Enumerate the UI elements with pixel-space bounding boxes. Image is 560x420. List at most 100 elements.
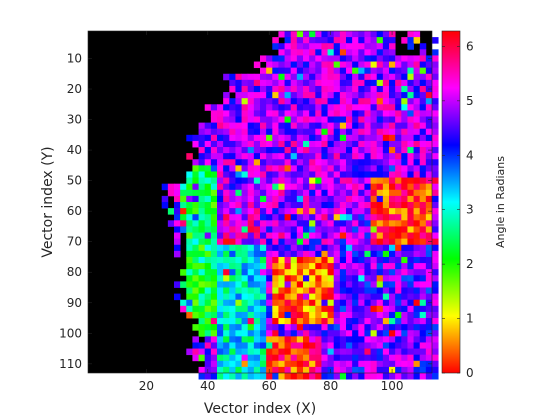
heat-cell — [358, 37, 365, 44]
heat-cell — [333, 214, 341, 221]
heat-cell — [272, 330, 279, 337]
heat-cell — [235, 360, 242, 368]
heat-cell — [229, 342, 236, 349]
heat-cell — [346, 43, 353, 50]
heat-cell — [370, 153, 378, 160]
heat-cell — [395, 354, 402, 362]
heat-cell — [389, 116, 396, 124]
heat-cell — [272, 98, 279, 105]
heat-cell — [278, 67, 285, 75]
heat-cell — [303, 85, 310, 93]
heat-cell — [346, 110, 353, 117]
heat-cell — [419, 275, 427, 282]
heat-cell — [278, 189, 285, 197]
heat-cell — [425, 256, 433, 264]
heat-cell — [241, 208, 249, 215]
heat-cell — [395, 244, 402, 252]
heat-cell — [284, 226, 292, 233]
heat-cell — [321, 110, 328, 117]
heat-cell — [223, 177, 230, 185]
heat-cell — [303, 55, 310, 62]
heat-cell — [229, 110, 236, 117]
heat-cell — [370, 299, 378, 307]
heat-cell — [309, 336, 316, 343]
heat-cell — [346, 208, 353, 215]
heat-cell — [346, 98, 353, 105]
heat-cell — [290, 98, 298, 105]
heat-cell — [364, 311, 371, 319]
heat-cell — [272, 220, 279, 227]
heat-cell — [296, 31, 304, 38]
heat-cell — [204, 189, 212, 197]
heat-cell — [210, 311, 218, 319]
heat-cell — [198, 134, 206, 142]
heat-cell — [192, 287, 199, 295]
heat-cell — [253, 244, 261, 252]
heat-cell — [210, 110, 218, 117]
heat-cell — [352, 305, 359, 313]
heat-cell — [346, 318, 353, 325]
heat-cell — [272, 55, 279, 62]
heat-cell — [303, 305, 310, 313]
heat-cell — [204, 354, 212, 362]
heat-cell — [303, 293, 310, 301]
heat-cell — [321, 116, 328, 124]
heat-cell — [278, 43, 285, 50]
heat-cell — [241, 116, 249, 124]
heat-cell — [407, 195, 414, 203]
heat-cell — [198, 311, 206, 319]
heat-cell — [425, 128, 433, 136]
heat-cell — [376, 122, 384, 130]
heat-cell — [186, 238, 193, 246]
colorbar-tick-label: 5 — [466, 94, 474, 108]
heat-cell — [241, 159, 249, 166]
heat-cell — [339, 238, 347, 246]
heat-cell — [382, 92, 390, 99]
heat-cell — [223, 147, 230, 154]
heat-cell — [352, 147, 359, 154]
heat-cell — [419, 189, 427, 197]
heat-cell — [192, 263, 199, 270]
heat-cell — [309, 116, 316, 124]
heat-cell — [358, 269, 365, 276]
heat-cell — [180, 220, 187, 227]
heat-cell — [284, 128, 292, 136]
heat-cell — [204, 311, 212, 319]
heat-cell — [413, 202, 421, 209]
heat-cell — [253, 348, 261, 356]
heat-cell — [432, 263, 439, 270]
heat-cell — [174, 189, 181, 197]
heat-cell — [315, 116, 322, 124]
heat-cell — [266, 128, 273, 136]
heat-cell — [346, 116, 353, 124]
heat-cell — [364, 232, 371, 240]
heat-cell — [284, 281, 292, 288]
heat-cell — [315, 189, 322, 197]
heat-cell — [321, 85, 328, 93]
heat-cell — [382, 122, 390, 130]
heat-cell — [235, 318, 242, 325]
heat-cell — [309, 73, 316, 81]
heat-cell — [192, 214, 199, 221]
heat-cell — [260, 373, 267, 380]
heat-cell — [407, 220, 414, 227]
heat-cell — [309, 250, 316, 258]
heat-cell — [284, 208, 292, 215]
heat-cell — [247, 140, 255, 148]
heat-cell — [352, 61, 359, 69]
heat-cell — [389, 55, 396, 62]
heat-cell — [290, 55, 298, 62]
heat-cell — [247, 275, 255, 282]
heat-cell — [389, 73, 396, 81]
heat-cell — [364, 43, 371, 50]
heat-cell — [413, 330, 421, 337]
heat-cell — [333, 165, 341, 172]
colorbar-label: Angle in Radians — [494, 156, 507, 248]
heat-cell — [309, 348, 316, 356]
heat-cell — [358, 348, 365, 356]
heat-cell — [309, 67, 316, 75]
heat-cell — [186, 305, 193, 313]
heat-cell — [296, 226, 304, 233]
heat-cell — [339, 159, 347, 166]
heat-cell — [266, 195, 273, 203]
